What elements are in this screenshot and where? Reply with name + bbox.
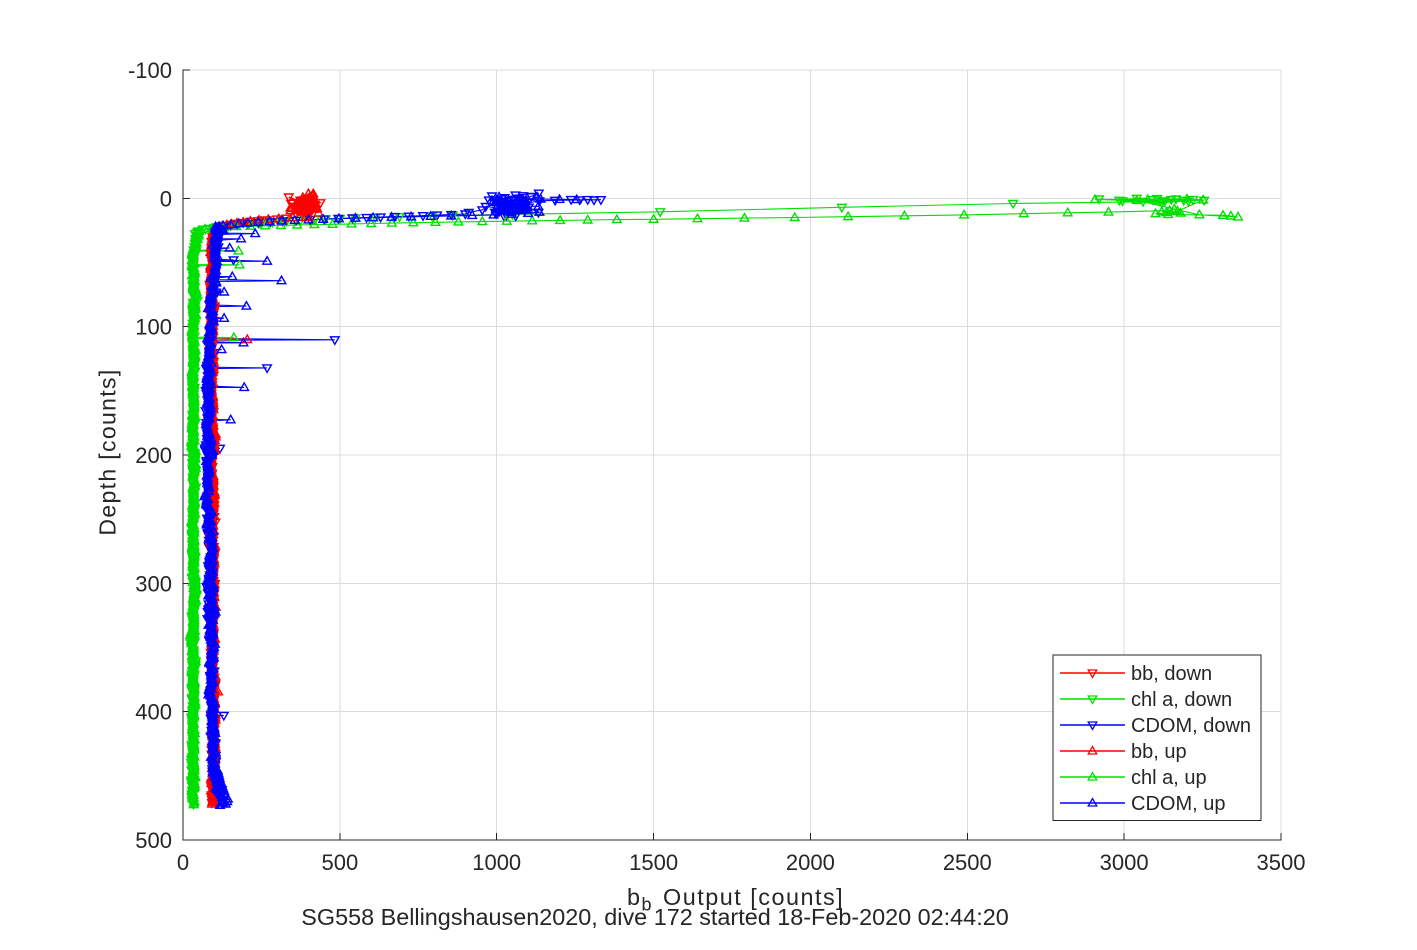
svg-text:500: 500 <box>135 828 172 853</box>
svg-text:chl a, up: chl a, up <box>1131 767 1207 789</box>
svg-text:500: 500 <box>322 850 359 875</box>
svg-text:1500: 1500 <box>629 850 678 875</box>
svg-text:400: 400 <box>135 700 172 725</box>
svg-text:200: 200 <box>135 443 172 468</box>
svg-text:-100: -100 <box>128 58 172 83</box>
svg-text:0: 0 <box>177 850 189 875</box>
svg-text:chl a, down: chl a, down <box>1131 689 1232 711</box>
svg-text:2500: 2500 <box>943 850 992 875</box>
svg-text:300: 300 <box>135 571 172 596</box>
svg-text:1000: 1000 <box>472 850 521 875</box>
svg-text:SG558 Bellingshausen2020, dive: SG558 Bellingshausen2020, dive 172 start… <box>301 904 1008 930</box>
svg-text:bb, down: bb, down <box>1131 663 1212 685</box>
svg-text:100: 100 <box>135 315 172 340</box>
svg-text:3000: 3000 <box>1100 850 1149 875</box>
svg-text:CDOM, down: CDOM, down <box>1131 715 1251 737</box>
svg-text:3500: 3500 <box>1257 850 1306 875</box>
svg-text:CDOM, up: CDOM, up <box>1131 793 1225 815</box>
svg-text:bb Output [counts]: bb Output [counts] <box>627 884 844 915</box>
svg-text:bb, up: bb, up <box>1131 741 1187 763</box>
svg-text:Depth [counts]: Depth [counts] <box>95 368 121 535</box>
svg-text:2000: 2000 <box>786 850 835 875</box>
svg-text:0: 0 <box>160 186 172 211</box>
